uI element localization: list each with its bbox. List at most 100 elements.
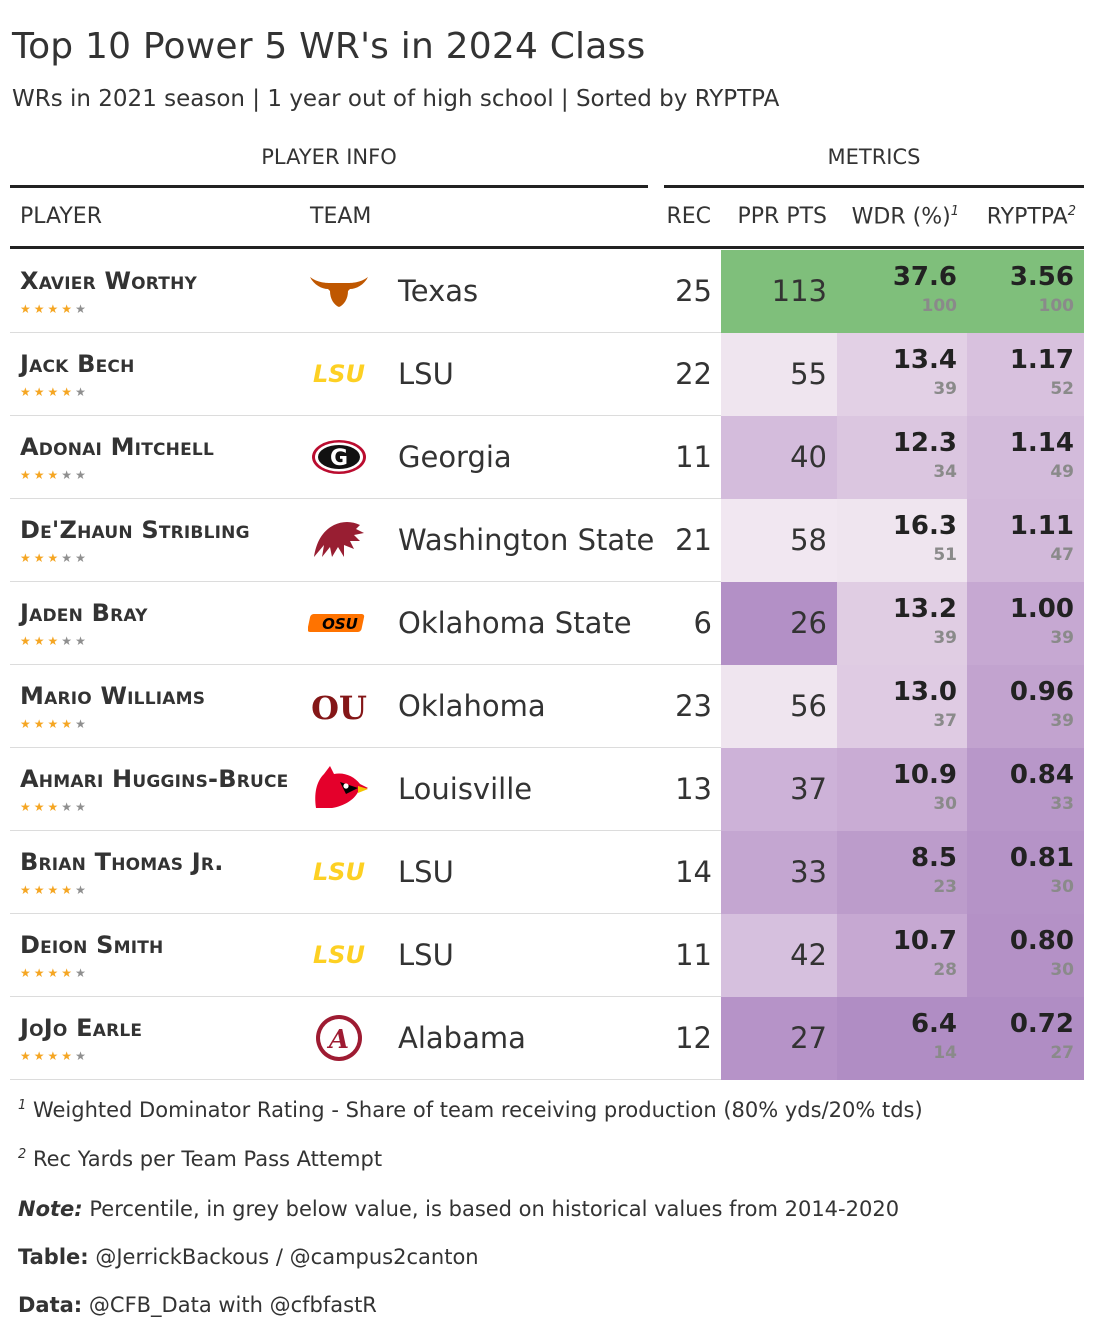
star-filled-icon: ★ — [33, 551, 48, 565]
lsu-logo-icon: LSU — [308, 932, 370, 978]
wdr-cell: 12.3 34 — [837, 416, 967, 499]
star-filled-icon: ★ — [61, 302, 76, 316]
ryptpa-percentile: 47 — [1050, 545, 1074, 565]
star-filled-icon: ★ — [61, 1049, 76, 1063]
star-filled-icon: ★ — [47, 634, 62, 648]
svg-text:OU: OU — [311, 689, 367, 727]
alabama-a-icon: A — [308, 1015, 370, 1061]
star-filled-icon: ★ — [33, 385, 48, 399]
wdr-cell: 16.3 51 — [837, 499, 967, 582]
wdr-percentile: 23 — [933, 877, 957, 897]
svg-text:LSU: LSU — [313, 941, 365, 969]
star-filled-icon: ★ — [20, 551, 34, 565]
rec-value: 22 — [675, 357, 712, 391]
star-filled-icon: ★ — [33, 800, 48, 814]
table-row: 55 13.4 39 1.17 52 Jack Bech ★★★★★ LSU LSU… — [10, 333, 1084, 416]
spanner-metrics-line — [664, 185, 1084, 188]
player-name: Brian Thomas Jr. — [20, 848, 224, 876]
star-filled-icon: ★ — [20, 717, 34, 731]
star-filled-icon: ★ — [20, 385, 34, 399]
table-credit: Table: @JerrickBackous / @campus2canton — [18, 1245, 479, 1269]
star-empty-icon: ★ — [61, 551, 76, 565]
ppr-value: 40 — [790, 440, 827, 474]
wdr-cell: 6.4 14 — [837, 997, 967, 1080]
col-header-ryptpa: RYPTPA2 — [986, 204, 1076, 230]
team-name: Washington State — [398, 523, 655, 557]
svg-text:G: G — [330, 446, 348, 471]
spanner-player-info-line — [10, 185, 648, 188]
wdr-percentile: 14 — [933, 1043, 957, 1063]
ryptpa-cell: 0.72 27 — [967, 997, 1084, 1080]
spanner-player-info: PLAYER INFO — [261, 145, 397, 169]
star-empty-icon: ★ — [75, 800, 89, 814]
star-empty-icon: ★ — [75, 717, 89, 731]
rec-value: 25 — [675, 274, 712, 308]
wdr-value: 37.6 — [892, 262, 957, 292]
star-empty-icon: ★ — [75, 966, 89, 980]
svg-text:LSU: LSU — [313, 360, 365, 388]
player-name: De'Zhaun Stribling — [20, 516, 250, 544]
star-empty-icon: ★ — [75, 551, 89, 565]
ryptpa-cell: 1.11 47 — [967, 499, 1084, 582]
star-filled-icon: ★ — [33, 1049, 48, 1063]
ryptpa-value: 3.56 — [1009, 262, 1074, 292]
ryptpa-cell: 3.56 100 — [967, 250, 1084, 333]
wdr-cell: 13.4 39 — [837, 333, 967, 416]
rec-value: 23 — [675, 689, 712, 723]
star-filled-icon: ★ — [47, 302, 62, 316]
star-rating: ★★★★★ — [20, 302, 89, 316]
star-rating: ★★★★★ — [20, 551, 89, 565]
georgia-g-icon: G — [308, 434, 370, 480]
team-name: Texas — [398, 274, 479, 308]
ppr-cell: 113 — [721, 250, 837, 333]
star-rating: ★★★★★ — [20, 634, 89, 648]
lsu-logo-icon: LSU — [308, 849, 370, 895]
table-row: 26 13.2 39 1.00 39 Jaden Bray ★★★★★ OSU Ok… — [10, 582, 1084, 665]
texas-longhorn-icon — [308, 268, 370, 314]
wdr-value: 8.5 — [910, 843, 957, 873]
star-filled-icon: ★ — [61, 883, 76, 897]
ppr-cell: 58 — [721, 499, 837, 582]
star-filled-icon: ★ — [61, 385, 76, 399]
star-filled-icon: ★ — [61, 966, 76, 980]
svg-text:OSU: OSU — [322, 615, 358, 633]
spanner-metrics: METRICS — [827, 145, 921, 169]
ryptpa-cell: 1.17 52 — [967, 333, 1084, 416]
team-name: LSU — [398, 938, 454, 972]
wsu-cougar-icon — [308, 517, 370, 563]
source-note: Note: Percentile, in grey below value, i… — [18, 1197, 900, 1221]
footnote-1: 1 Weighted Dominator Rating - Share of t… — [18, 1098, 923, 1122]
ppr-cell: 55 — [721, 333, 837, 416]
star-filled-icon: ★ — [47, 966, 62, 980]
player-name: JoJo Earle — [20, 1014, 143, 1042]
table-row: 58 16.3 51 1.11 47 De'Zhaun Stribling ★★★★… — [10, 499, 1084, 582]
col-header-team: TEAM — [310, 204, 372, 229]
team-name: Oklahoma — [398, 689, 546, 723]
wdr-cell: 13.2 39 — [837, 582, 967, 665]
player-name: Adonai Mitchell — [20, 433, 214, 461]
wdr-value: 10.7 — [892, 926, 957, 956]
ryptpa-value: 0.84 — [1009, 760, 1074, 790]
ppr-cell: 27 — [721, 997, 837, 1080]
team-name: Georgia — [398, 440, 512, 474]
star-empty-icon: ★ — [61, 468, 76, 482]
star-filled-icon: ★ — [33, 634, 48, 648]
player-name: Jaden Bray — [20, 599, 148, 627]
ryptpa-value: 1.14 — [1009, 428, 1074, 458]
table-row: 33 8.5 23 0.81 30 Brian Thomas Jr. ★★★★★ L… — [10, 831, 1084, 914]
col-header-wdr: WDR (%)1 — [851, 204, 959, 230]
ppr-value: 58 — [790, 523, 827, 557]
rec-value: 12 — [675, 1021, 712, 1055]
table-subtitle: WRs in 2021 season | 1 year out of high … — [12, 86, 780, 112]
star-empty-icon: ★ — [75, 634, 89, 648]
ppr-value: 56 — [790, 689, 827, 723]
ppr-cell: 33 — [721, 831, 837, 914]
star-filled-icon: ★ — [20, 302, 34, 316]
ppr-value: 113 — [771, 274, 827, 308]
table-row: 37 10.9 30 0.84 33 Ahmari Huggins-Bruce ★★… — [10, 748, 1084, 831]
team-name: Alabama — [398, 1021, 526, 1055]
ppr-cell: 26 — [721, 582, 837, 665]
star-rating: ★★★★★ — [20, 966, 89, 980]
ryptpa-percentile: 49 — [1050, 462, 1074, 482]
star-filled-icon: ★ — [20, 883, 34, 897]
